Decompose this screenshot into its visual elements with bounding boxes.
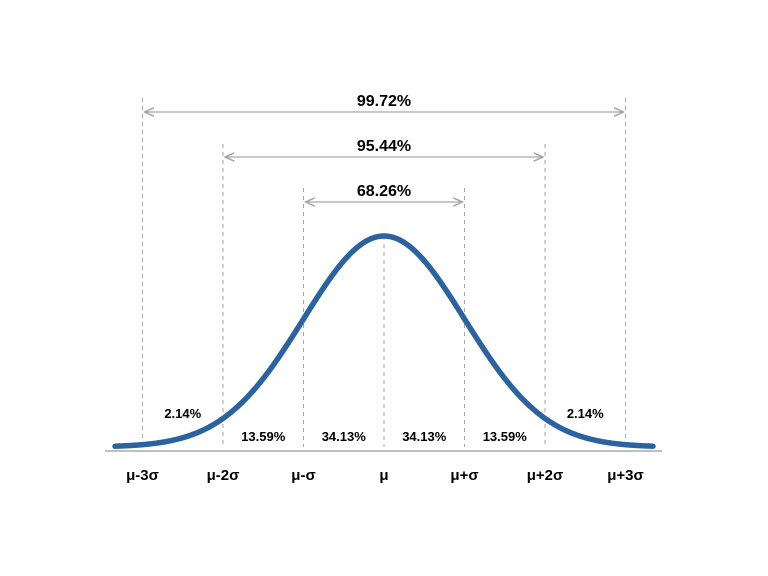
x-tick-label: μ-3σ [126, 467, 159, 484]
x-tick-label: μ+3σ [607, 467, 644, 484]
x-tick-label: μ+2σ [527, 467, 564, 484]
region-percent-label: 34.13% [402, 429, 447, 444]
region-percent-label: 13.59% [241, 429, 286, 444]
x-tick-label: μ+σ [450, 467, 478, 484]
x-axis-tick-labels: μ-3σ μ-2σ μ-σ μ μ+σ μ+2σ μ+3σ [126, 467, 644, 484]
span-arrows: 99.72% 95.44% 68.26% [145, 93, 624, 202]
span-label: 95.44% [357, 138, 411, 155]
region-percent-label: 13.59% [483, 429, 528, 444]
region-percent-label: 2.14% [567, 406, 604, 421]
x-tick-label: μ-2σ [207, 467, 240, 484]
region-labels: 2.14% 13.59% 34.13% 34.13% 13.59% 2.14% [164, 406, 604, 444]
span-label: 99.72% [357, 93, 411, 110]
region-percent-label: 2.14% [164, 406, 201, 421]
region-percent-label: 34.13% [322, 429, 367, 444]
x-tick-label: μ-σ [291, 467, 315, 484]
bell-curve [112, 233, 656, 449]
guide-lines [142, 98, 626, 447]
span-label: 68.26% [357, 183, 411, 200]
x-tick-label: μ [379, 467, 388, 484]
